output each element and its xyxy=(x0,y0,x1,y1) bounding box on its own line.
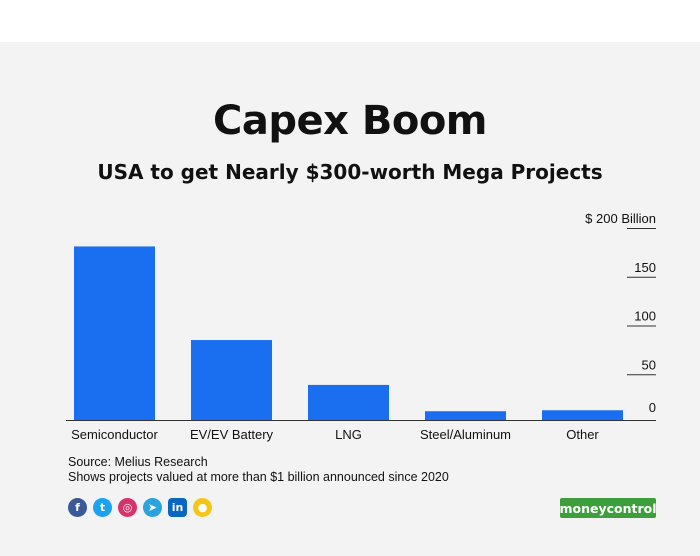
bar-semiconductor xyxy=(74,246,155,420)
koo-icon: ● xyxy=(193,498,212,517)
bar-steel-aluminum xyxy=(425,411,506,420)
x-tick-label: EV/EV Battery xyxy=(190,427,274,442)
bar-ev-ev-battery xyxy=(191,340,272,420)
x-tick-label: Semiconductor xyxy=(71,427,158,442)
x-tick-label: LNG xyxy=(335,427,362,442)
social-icons: f t ◎ ➤ in ● xyxy=(68,498,212,517)
source-note: Source: Melius Research Shows projects v… xyxy=(68,455,449,485)
y-tick-label: 150 xyxy=(634,260,656,275)
y-tick-label: 0 xyxy=(649,400,656,415)
top-band xyxy=(0,0,700,42)
chart-subtitle: USA to get Nearly $300-worth Mega Projec… xyxy=(97,160,603,184)
y-tick-label: 100 xyxy=(634,309,656,324)
chart-title: Capex Boom xyxy=(213,98,487,144)
source-text: Source: Melius Research xyxy=(68,455,208,469)
bar-other xyxy=(542,410,623,420)
x-tick-label: Other xyxy=(566,427,599,442)
telegram-icon: ➤ xyxy=(143,498,162,517)
y-tick-label: $ 200 Billion xyxy=(585,211,656,226)
twitter-icon: t xyxy=(93,498,112,517)
x-tick-label: Steel/Aluminum xyxy=(420,427,511,442)
y-tick-label: 50 xyxy=(642,357,656,372)
facebook-icon: f xyxy=(68,498,87,517)
bar-lng xyxy=(308,384,389,420)
moneycontrol-logo: moneycontrol xyxy=(559,498,657,518)
footnote-text: Shows projects valued at more than $1 bi… xyxy=(68,470,449,484)
linkedin-icon: in xyxy=(168,498,187,517)
instagram-icon: ◎ xyxy=(118,498,137,517)
